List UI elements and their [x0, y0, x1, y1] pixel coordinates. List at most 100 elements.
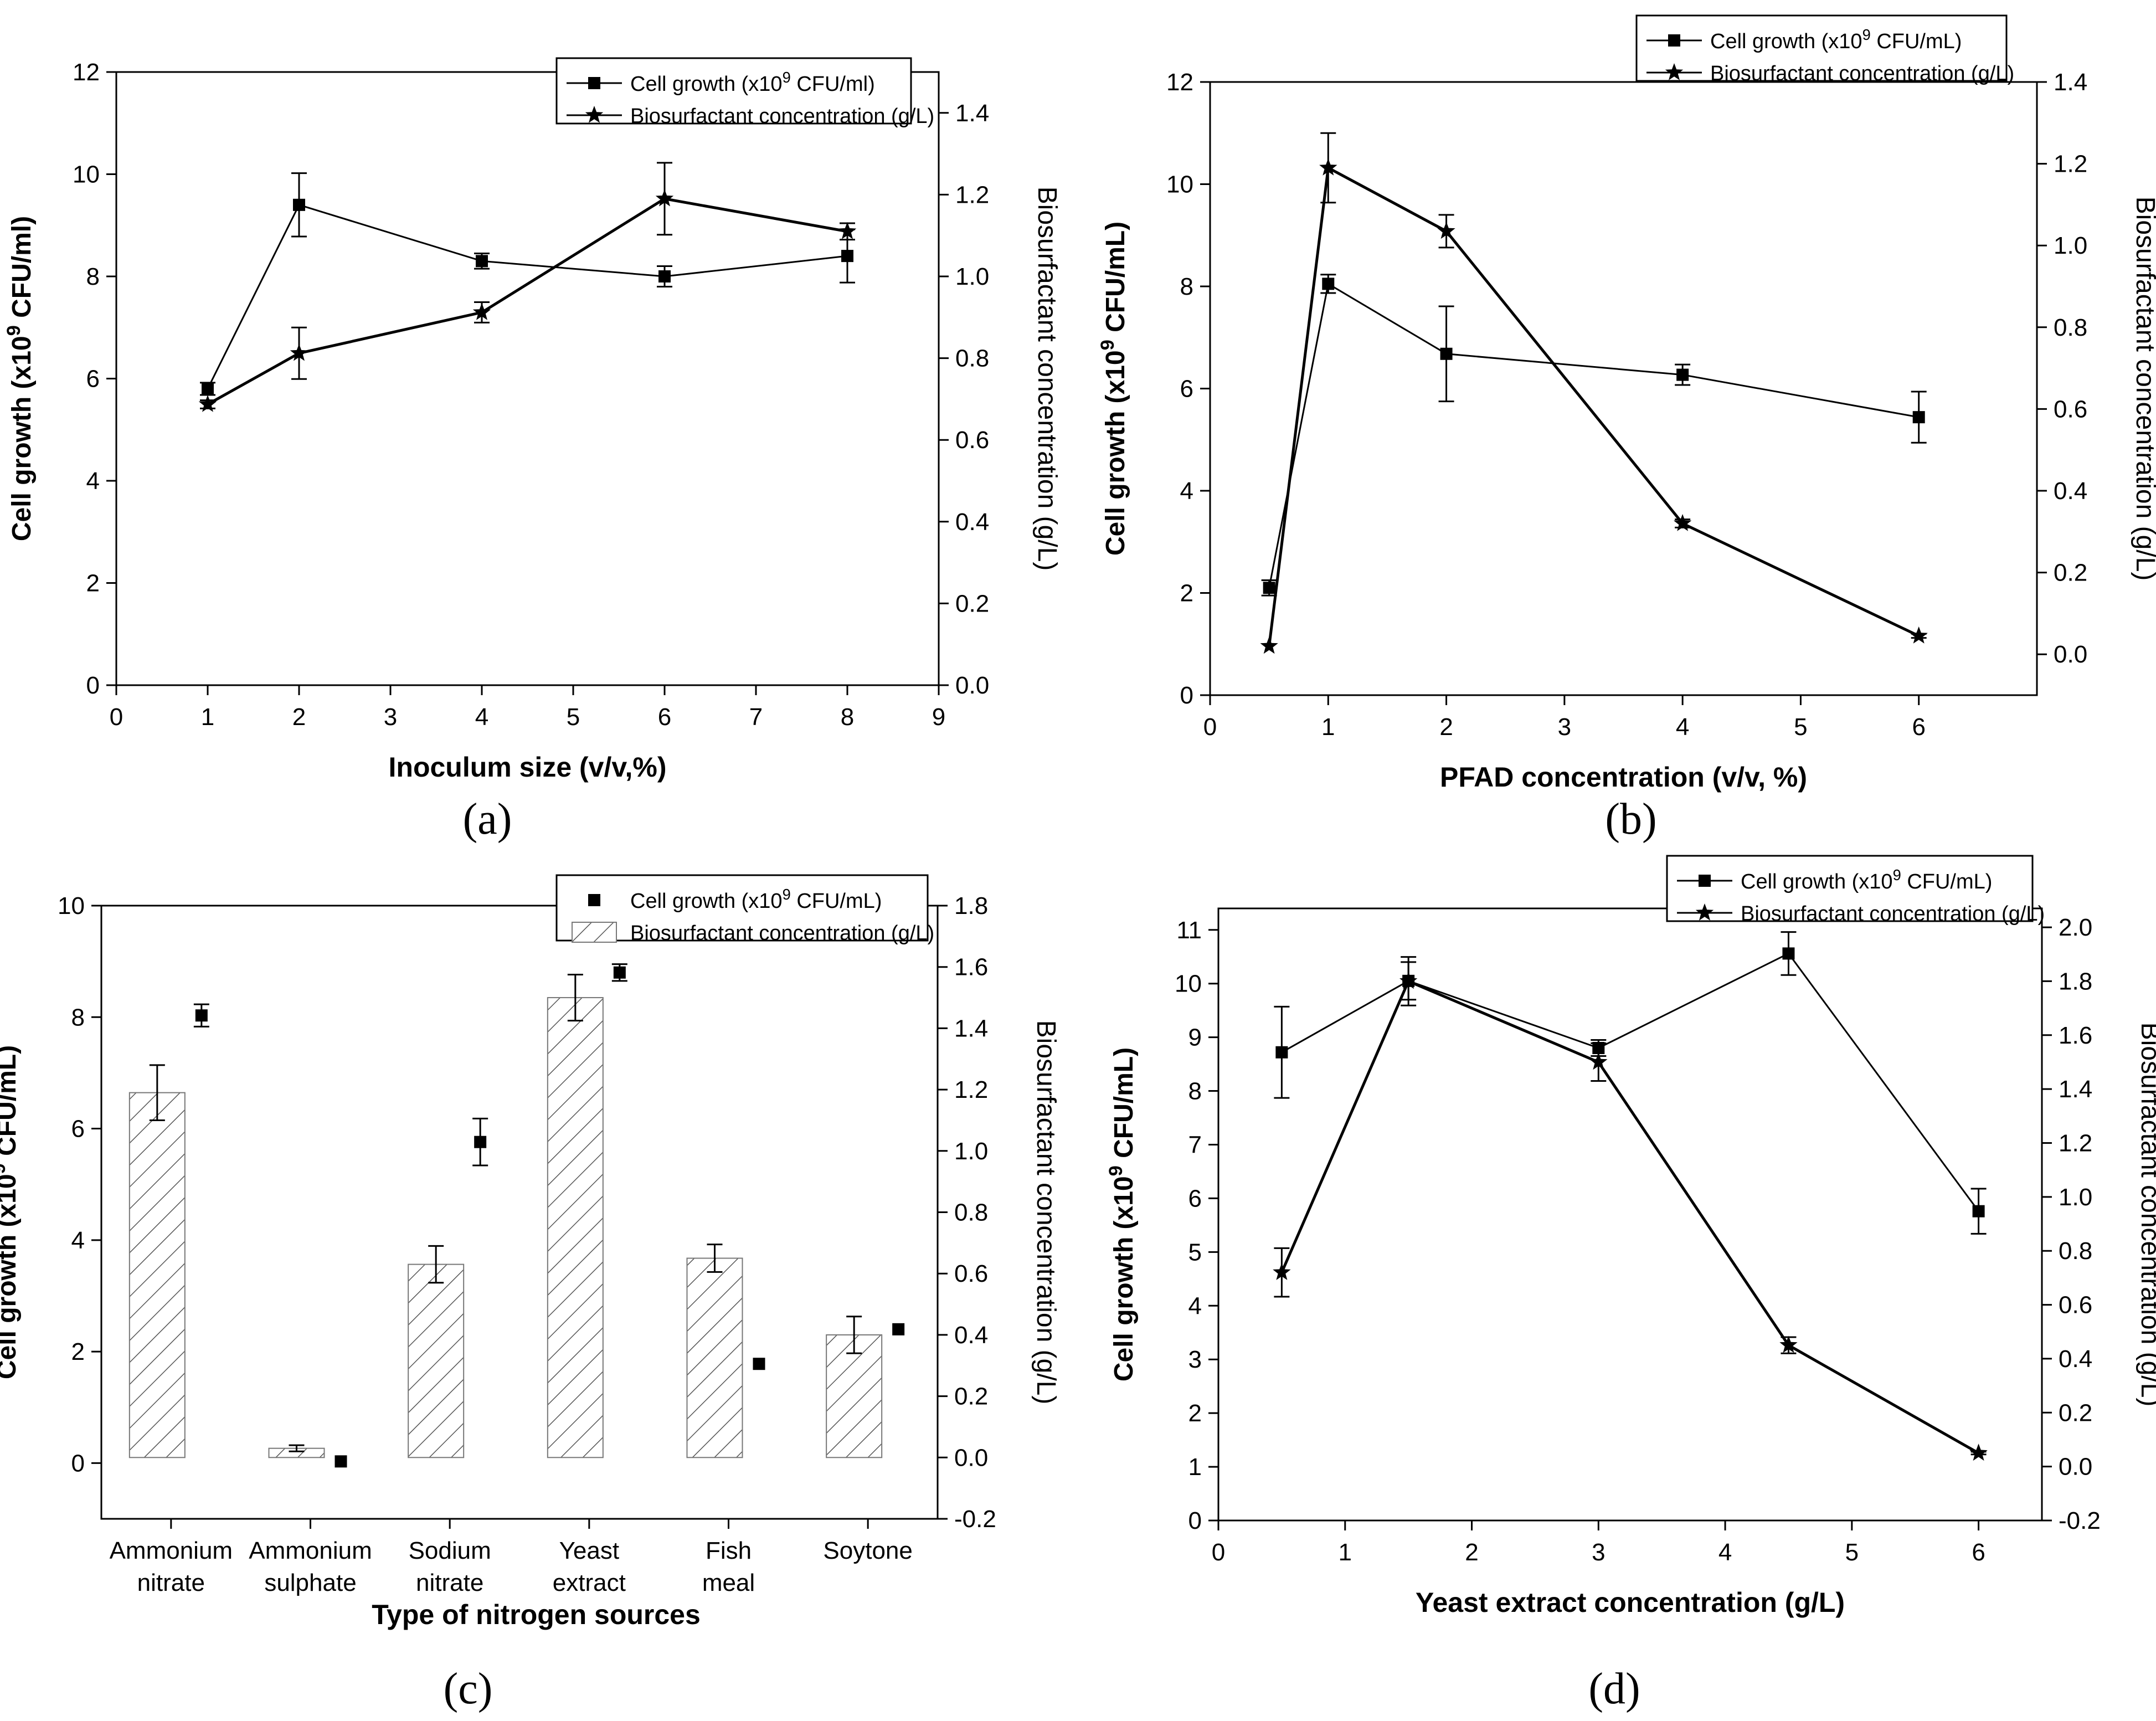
- series-line: [1268, 166, 1920, 646]
- x-tick-label: sulphate: [264, 1569, 356, 1596]
- x-tick-label: 6: [1972, 1539, 1985, 1566]
- data-point: [1399, 972, 1418, 989]
- legend-swatch-marker: [585, 106, 604, 123]
- y-right-tick-label: 0.4: [2059, 1345, 2092, 1373]
- y-right-tick-label: 0.0: [954, 1444, 988, 1471]
- x-tick-label: 5: [1845, 1539, 1859, 1566]
- y-right-tick-label: 0.2: [955, 590, 989, 617]
- legend-swatch-marker: [1665, 63, 1684, 80]
- y-left-tick-label: 2: [1180, 580, 1193, 607]
- data-point: [202, 382, 214, 395]
- y-right-tick-label: 0.4: [955, 508, 989, 536]
- x-tick-label: 2: [1439, 713, 1453, 741]
- plot-frame: [100, 905, 939, 1520]
- series-biosurfactant: [198, 162, 857, 412]
- data-point: [841, 250, 853, 263]
- series-biosurfactant: [1260, 132, 1928, 654]
- error-bar: [428, 1245, 444, 1284]
- y-left-tick-label: 2: [1188, 1400, 1202, 1427]
- x-tick-label: 5: [1794, 713, 1807, 741]
- panel-label-a: (a): [463, 795, 512, 844]
- x-tick-label: 2: [292, 703, 306, 731]
- y-right-tick-label: 0.0: [2054, 641, 2087, 668]
- y-right-tick-label: 0.8: [2054, 314, 2087, 341]
- data-point: [613, 966, 626, 979]
- series-cell-growth: [1274, 931, 1987, 1235]
- legend-entry-label: Biosurfactant concentration (g/L): [630, 105, 934, 128]
- bar: [547, 997, 604, 1458]
- x-tick-label: meal: [702, 1569, 755, 1596]
- plot-frame: [115, 71, 940, 686]
- y-right-tick-label: 0.0: [2059, 1453, 2092, 1481]
- y-left-tick-label: 10: [58, 892, 85, 919]
- y-left-tick-label: 4: [71, 1227, 85, 1254]
- data-point: [195, 1009, 208, 1022]
- y-right-tick-label: 0.2: [954, 1383, 988, 1410]
- bar: [128, 1092, 186, 1458]
- y-right-tick-label: 0.2: [2059, 1399, 2092, 1426]
- panel-label-d: (d): [1588, 1665, 1640, 1713]
- y-right-tick-label: 0.8: [2059, 1237, 2092, 1265]
- bar: [408, 1263, 465, 1458]
- legend-swatch-bar: [572, 922, 617, 943]
- y-right-tick-label: 1.0: [2059, 1184, 2092, 1211]
- x-tick-label: nitrate: [137, 1569, 205, 1596]
- y-right-tick-label: 2.0: [2059, 914, 2092, 941]
- data-point: [290, 343, 308, 361]
- x-tick-label: 6: [658, 703, 671, 731]
- y-right-tick-label: 1.6: [2059, 1022, 2092, 1049]
- y-left-tick-label: 10: [73, 161, 100, 188]
- y-axis-label-left: Cell growth (x109 CFU/mL): [0, 1045, 22, 1379]
- y-left-tick-label: 9: [1188, 1024, 1202, 1051]
- y-axis-label-left: Cell growth (x109 CFU/mL): [1097, 222, 1130, 556]
- legend-box: [555, 57, 912, 125]
- x-tick-label: 3: [1592, 1539, 1605, 1566]
- y-axis-label-left: Cell growth (x109 CFU/mL): [1105, 1047, 1139, 1381]
- data-point: [335, 1455, 347, 1468]
- x-tick-label: 7: [749, 703, 763, 731]
- x-tick-label: 9: [932, 703, 945, 731]
- x-tick-label: 5: [567, 703, 580, 731]
- y-right-tick-label: 1.8: [2059, 968, 2092, 995]
- y-right-tick-label: 0.6: [2054, 395, 2087, 423]
- x-axis-label: Yeast extract concentration (g/L): [1416, 1587, 1845, 1618]
- y-right-tick-label: 0.4: [954, 1322, 988, 1349]
- y-left-tick-label: 12: [1166, 69, 1193, 96]
- y-left-tick-label: 6: [1180, 376, 1193, 403]
- legend-swatch-marker: [1699, 875, 1711, 887]
- data-point: [1263, 582, 1275, 594]
- legend-entry-label: Biosurfactant concentration (g/L): [1710, 62, 2014, 85]
- y-left-tick-label: 8: [1188, 1078, 1202, 1105]
- y-right-tick-label: 1.4: [2054, 69, 2087, 96]
- data-point: [474, 1136, 487, 1148]
- error-bar: [567, 974, 583, 1022]
- data-point: [1969, 1443, 1988, 1461]
- chart-panel-d: 01234567891011-0.20.00.20.40.60.81.01.21…: [1105, 855, 2156, 1618]
- data-point: [1440, 347, 1453, 360]
- bar: [826, 1334, 883, 1458]
- x-tick-label: 1: [201, 703, 214, 731]
- data-point: [838, 222, 857, 239]
- data-point: [1437, 222, 1455, 239]
- y-right-tick-label: 1.2: [955, 181, 989, 208]
- y-right-tick-label: 1.8: [954, 892, 988, 919]
- data-point: [1676, 368, 1689, 381]
- x-tick-label: 8: [841, 703, 854, 731]
- legend-swatch-marker: [588, 77, 600, 89]
- x-tick-label: 3: [1558, 713, 1571, 741]
- x-tick-label: Ammonium: [110, 1537, 233, 1564]
- data-point: [476, 255, 488, 268]
- series-cell-growth: [1261, 274, 1927, 597]
- data-point: [892, 1323, 905, 1335]
- panel-label-b: (b): [1605, 795, 1656, 844]
- x-tick-label: 4: [1718, 1539, 1732, 1566]
- y-left-tick-label: 5: [1188, 1239, 1202, 1266]
- y-axis-label-right: Biosurfactant concentration (g/L): [2136, 1023, 2156, 1407]
- series-line: [207, 197, 848, 406]
- bar: [686, 1257, 743, 1458]
- y-left-tick-label: 4: [1180, 477, 1193, 505]
- y-left-tick-label: 10: [1175, 970, 1202, 998]
- y-left-tick-label: 0: [86, 672, 100, 699]
